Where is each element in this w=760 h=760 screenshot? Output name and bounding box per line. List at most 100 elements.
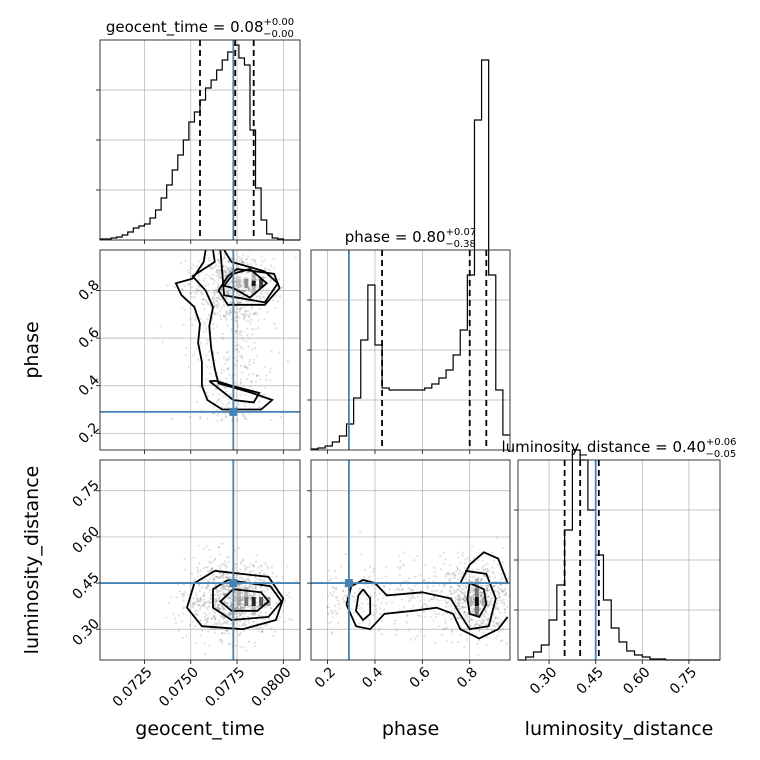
sample-point xyxy=(480,601,483,604)
sample-point xyxy=(255,605,259,608)
sample-point xyxy=(194,610,197,613)
sample-point xyxy=(456,584,459,587)
sample-point xyxy=(242,315,246,318)
sample-point xyxy=(213,615,217,618)
sample-point xyxy=(473,575,476,578)
sample-point xyxy=(222,572,225,575)
sample-point xyxy=(183,593,186,596)
sample-point xyxy=(229,605,232,609)
sample-point xyxy=(254,259,257,262)
y-tick-label: 0.8 xyxy=(76,277,103,304)
sample-point xyxy=(225,629,228,633)
sample-point xyxy=(485,595,488,598)
sample-point xyxy=(450,592,453,595)
sample-point xyxy=(211,267,214,270)
sample-point xyxy=(230,604,233,607)
sample-point xyxy=(216,606,219,609)
sample-point xyxy=(328,569,331,572)
sample-point xyxy=(251,564,254,567)
sample-point xyxy=(239,568,242,571)
sample-point xyxy=(256,278,259,281)
sample-point xyxy=(286,359,289,363)
sample-point xyxy=(167,601,170,605)
sample-point xyxy=(223,593,226,596)
sample-point xyxy=(496,563,499,567)
sample-point xyxy=(502,602,506,605)
sample-point xyxy=(212,667,214,669)
sample-point xyxy=(470,586,474,590)
sample-point xyxy=(226,629,229,632)
sample-point xyxy=(225,296,228,299)
sample-point xyxy=(335,587,338,590)
sample-point xyxy=(227,587,231,591)
sample-point xyxy=(237,344,240,347)
sample-point xyxy=(195,316,198,319)
sample-point xyxy=(245,418,248,421)
sample-point xyxy=(222,585,225,588)
sample-point xyxy=(228,313,231,316)
sample-point xyxy=(473,624,476,628)
panel-title-geocent_time: geocent_time = 0.08+0.00 −0.00 xyxy=(106,17,294,40)
sample-point xyxy=(237,546,240,550)
sample-point xyxy=(229,270,232,273)
sample-point xyxy=(225,601,229,605)
contour-line xyxy=(217,268,281,306)
sample-point xyxy=(504,589,507,592)
sample-point xyxy=(444,558,448,561)
sample-point xyxy=(233,595,237,598)
sample-point xyxy=(191,323,194,327)
sample-point xyxy=(240,596,243,599)
sample-point xyxy=(244,417,247,421)
sample-point xyxy=(260,630,263,633)
sample-point xyxy=(244,620,248,623)
sample-point xyxy=(266,310,269,314)
sample-point xyxy=(263,317,266,321)
sample-point xyxy=(329,620,332,623)
sample-point xyxy=(511,599,513,601)
sample-point xyxy=(444,573,448,576)
sample-point xyxy=(419,630,422,633)
sample-point xyxy=(228,268,231,272)
sample-point xyxy=(276,300,279,303)
sample-point xyxy=(460,591,463,594)
sample-point xyxy=(236,606,239,609)
sample-point xyxy=(206,617,210,621)
sample-point xyxy=(459,573,463,576)
sample-point xyxy=(497,591,500,594)
sample-point xyxy=(239,608,243,611)
sample-point xyxy=(479,591,482,594)
sample-point xyxy=(205,299,208,302)
sample-point xyxy=(474,633,477,637)
sample-point xyxy=(257,605,260,608)
sample-point xyxy=(241,559,244,562)
sample-point xyxy=(330,609,333,612)
sample-point xyxy=(242,615,245,619)
sample-point xyxy=(491,571,494,574)
sample-point xyxy=(210,617,213,620)
sample-point xyxy=(410,594,414,598)
sample-point xyxy=(255,283,258,286)
sample-point xyxy=(448,579,451,582)
sample-point xyxy=(262,276,266,280)
sample-point xyxy=(242,295,245,299)
sample-point xyxy=(441,613,445,616)
sample-point xyxy=(473,604,476,608)
sample-point xyxy=(463,595,466,598)
x-tick-label: 0.45 xyxy=(574,664,607,697)
sample-point xyxy=(239,613,242,616)
panel-frame xyxy=(310,249,511,451)
density-cell xyxy=(259,596,264,607)
sample-point xyxy=(331,594,334,597)
sample-point xyxy=(199,619,202,622)
sample-point xyxy=(208,578,212,581)
sample-point xyxy=(368,619,371,622)
sample-point xyxy=(242,306,245,309)
sample-point xyxy=(401,588,404,591)
sample-point xyxy=(457,556,460,559)
sample-point xyxy=(243,629,246,632)
sample-point xyxy=(464,584,467,588)
sample-point xyxy=(189,292,192,295)
panel-content xyxy=(100,460,300,669)
sample-point xyxy=(228,589,231,592)
sample-point xyxy=(210,277,213,281)
